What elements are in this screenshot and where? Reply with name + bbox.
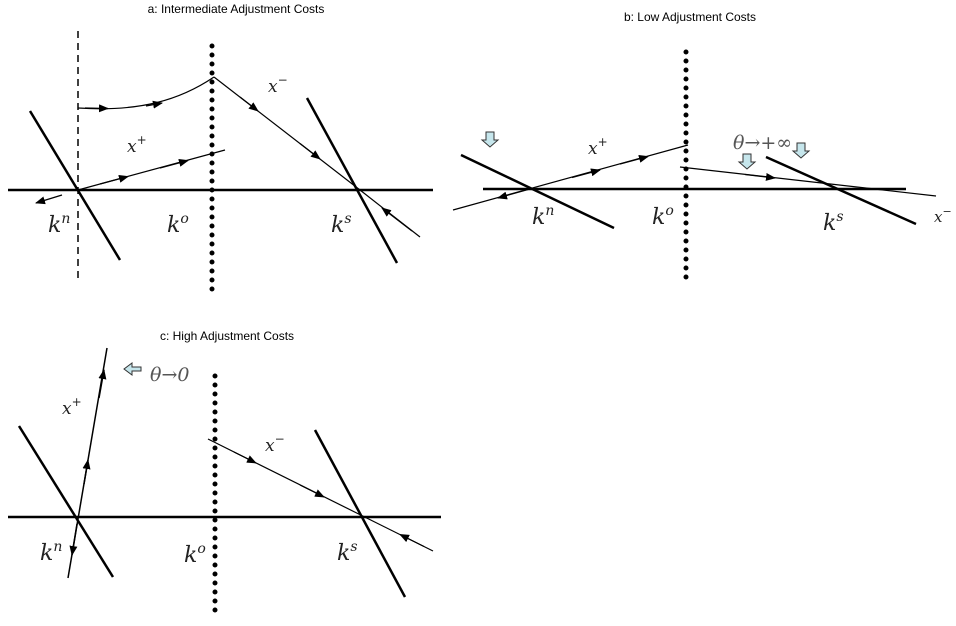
panel-b-xminus-arrow [744,172,776,181]
panel-b-down-arrow-icon-1 [480,131,500,148]
panel-c-left-arrow-icon [123,362,142,376]
panel-a-xplus-arrow-2 [159,158,189,169]
panel-b-xplus-label: x+ [588,135,608,159]
panel-a-xplus-label: x+ [127,133,147,157]
panel-b-xplus-arrow-1 [571,168,601,179]
panel-c-kn-label: kn [40,539,62,566]
panel-c-ko-label: ko [184,541,206,568]
panel-a-ks-label: ks [331,211,352,238]
panel-a-curve-path [77,76,215,110]
panel-a-kn-label: kn [48,211,70,238]
panel-c-xplus-arrow-1 [82,459,91,485]
panel-b-kn-label: kn [532,203,554,230]
panel-b-xplus-arrow-2 [619,154,649,165]
panel-b-ks-label: ks [823,209,844,236]
panel-c-theta-label: θ→0 [150,364,189,386]
panel-c-xminus-arrow-1 [233,451,257,464]
panel-c-right-diagonal [313,429,407,598]
panel-a-right-diagonal [305,97,399,264]
panel-b-xminus-path [679,166,937,197]
panel-a: a: Intermediate Adjustment Costs kn ko k… [8,2,433,295]
panel-c-xminus-label: x− [265,432,285,456]
panel-a-curve-arrow-2 [145,100,163,109]
panel-c-ks-label: ks [337,539,358,566]
panel-a-ko-label: ko [167,211,189,238]
panel-b-down-arrow-icon-2 [737,153,757,170]
panel-a-right-inflow-arrow [381,207,413,232]
panel-b-left-arrow [497,188,529,200]
panel-b-theta-label: θ→+∞ [733,132,792,154]
panel-b-xminus-label: x− [934,205,952,226]
panel-a-xminus-path [213,76,361,191]
panel-a-left-arrow [35,194,63,205]
panel-b-title: b: Low Adjustment Costs [624,10,756,24]
panel-c-xminus-arrow-2 [299,484,325,498]
panel-b-ko-label: ko [652,203,674,230]
panel-a-left-diagonal [28,110,122,261]
panel-a-xplus-arrow-1 [99,174,129,185]
panel-c: c: High Adjustment Costs kn ko ks x+ x− … [8,329,441,619]
panel-a-xminus-arrow-2 [299,143,321,160]
panel-c-xplus-label: x+ [62,395,82,419]
panel-c-left-diagonal [17,425,115,578]
panel-c-right-inflow-arrow [399,533,425,548]
panel-a-xminus-arrow-1 [239,96,259,112]
panel-a-curve-arrow-1 [84,104,109,113]
panel-c-title: c: High Adjustment Costs [160,329,294,343]
panel-b: b: Low Adjustment Costs kn ko ks x+ x− θ… [452,10,952,285]
panel-c-xplus-arrow-2 [98,369,107,399]
panel-b-left-diagonal [460,153,615,230]
panel-c-down-arrow [69,523,78,556]
panel-a-xminus-label: x− [268,73,288,97]
panel-b-right-diagonal [765,155,917,226]
panel-a-title: a: Intermediate Adjustment Costs [148,2,325,16]
panel-b-down-arrow-icon-3 [791,142,811,159]
panel-b-xplus-path [452,144,689,211]
